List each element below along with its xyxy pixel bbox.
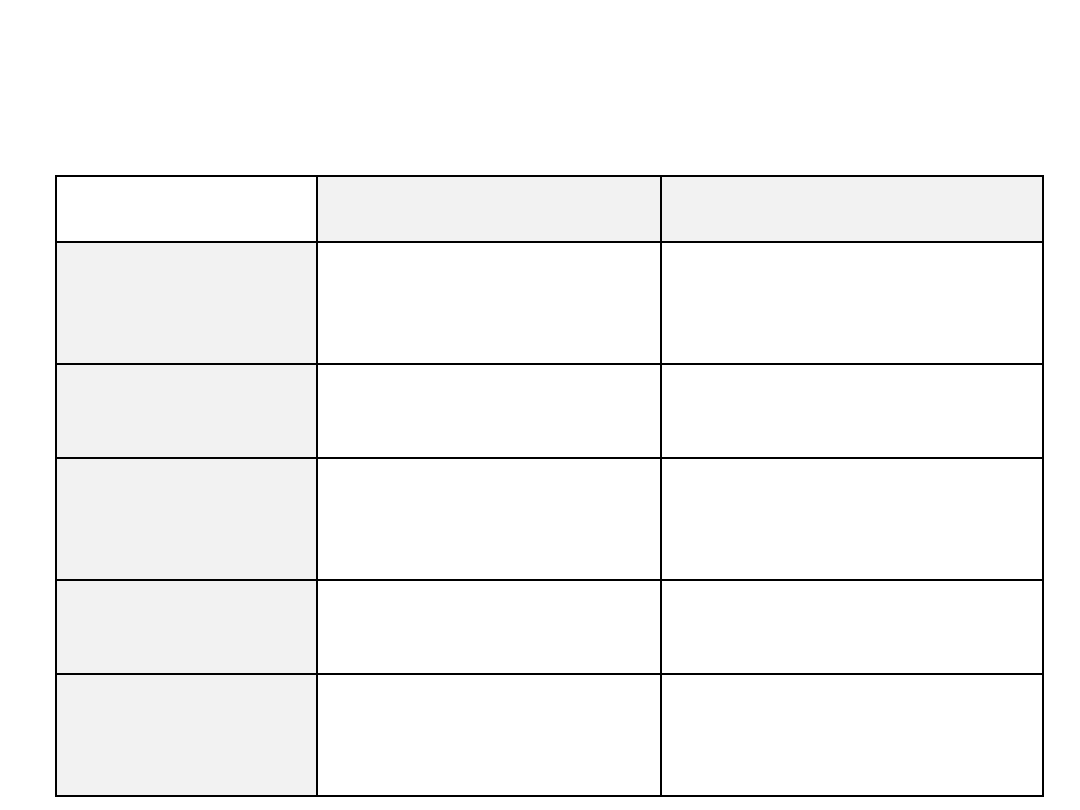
table-cell: [316, 673, 662, 797]
header-cell: [55, 175, 318, 243]
row-header-cell: [55, 579, 318, 675]
row-header-cell: [55, 241, 318, 365]
empty-table: [55, 175, 1044, 797]
table-row: [55, 363, 1044, 459]
table-row: [55, 579, 1044, 675]
header-cell: [660, 175, 1044, 243]
row-header-cell: [55, 363, 318, 459]
table-cell: [660, 673, 1044, 797]
table-cell: [316, 457, 662, 581]
header-cell: [316, 175, 662, 243]
table-cell: [316, 363, 662, 459]
row-header-cell: [55, 457, 318, 581]
table-cell: [660, 363, 1044, 459]
table-cell: [316, 579, 662, 675]
header-row: [55, 175, 1044, 243]
table-row: [55, 673, 1044, 797]
row-header-cell: [55, 673, 318, 797]
table-cell: [660, 457, 1044, 581]
table-cell: [316, 241, 662, 365]
table-row: [55, 241, 1044, 365]
table-cell: [660, 241, 1044, 365]
table-cell: [660, 579, 1044, 675]
table-row: [55, 457, 1044, 581]
